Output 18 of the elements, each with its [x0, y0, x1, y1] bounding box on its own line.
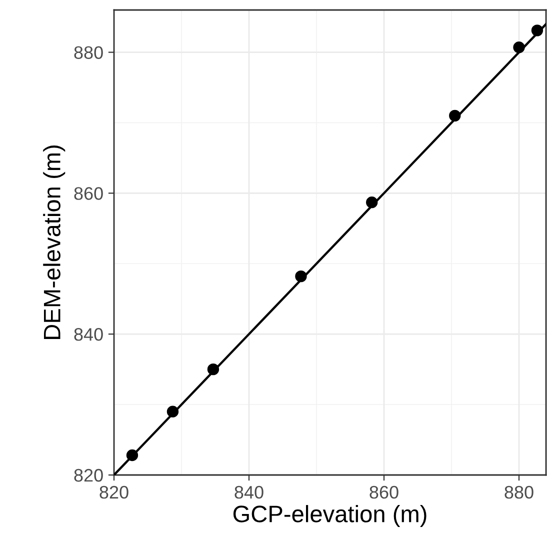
x-tick-label: 820	[100, 486, 128, 499]
y-tick-label: 880	[74, 46, 103, 59]
point	[166, 406, 179, 418]
point	[207, 363, 220, 376]
y-tick-label: 820	[74, 468, 103, 482]
point	[513, 41, 525, 54]
point	[295, 270, 307, 282]
y-axis-title: DEM-elevation (m)	[43, 146, 66, 339]
x-tick-label: 840	[234, 486, 264, 499]
y-tick-label: 860	[74, 187, 103, 200]
point	[126, 449, 138, 462]
y-tick-label: 840	[74, 328, 103, 341]
point	[449, 110, 461, 122]
x-axis-title: GCP-elevation (m)	[233, 505, 426, 528]
point	[531, 24, 544, 36]
x-tick-label: 880	[504, 486, 534, 499]
point	[366, 196, 378, 208]
x-tick-label: 860	[370, 486, 398, 499]
